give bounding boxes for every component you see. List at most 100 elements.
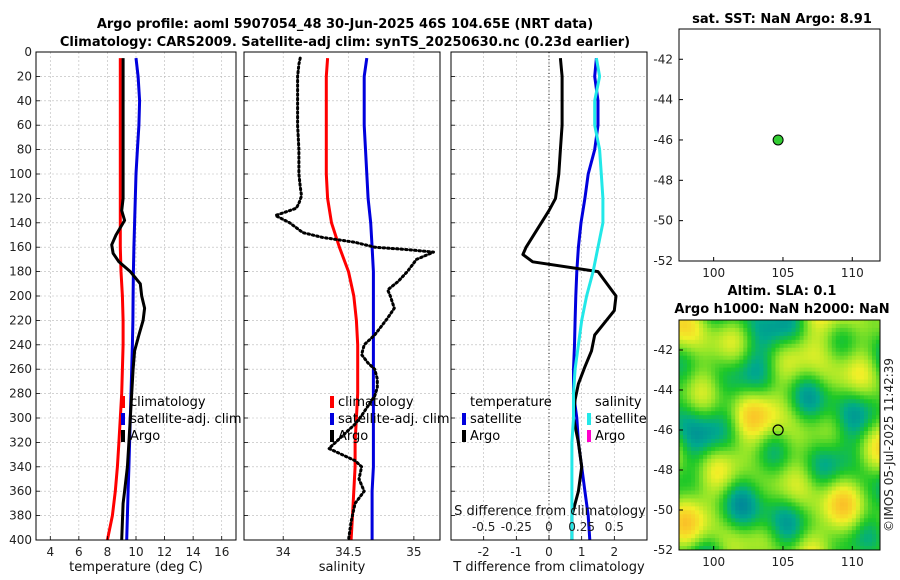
- heatmap-cell: [843, 323, 849, 329]
- heatmap-cell: [715, 391, 720, 396]
- heatmap-cell: [815, 367, 821, 373]
- heatmap-cell: [771, 367, 776, 373]
- heatmap-cell: [783, 466, 789, 472]
- heatmap-cell: [823, 327, 829, 333]
- heatmap-cell: [787, 427, 793, 432]
- heatmap-cell: [743, 474, 748, 480]
- heatmap-cell: [875, 482, 881, 488]
- heatmap-cell: [711, 347, 716, 353]
- heatmap-cell: [683, 458, 688, 464]
- heatmap-cell: [723, 363, 728, 369]
- heatmap-cell: [867, 367, 873, 373]
- heatmap-cell: [807, 478, 813, 484]
- heatmap-cell: [811, 506, 817, 511]
- heatmap-cell: [763, 351, 768, 357]
- heatmap-cell: [819, 522, 825, 527]
- x-tick-label: 10: [128, 545, 143, 559]
- heatmap-cell: [795, 462, 801, 468]
- heatmap-cell: [867, 522, 873, 527]
- heatmap-cell: [859, 343, 865, 349]
- x-tick-label: -1: [510, 545, 522, 559]
- heatmap-cell: [847, 351, 853, 357]
- heatmap-cell: [779, 514, 785, 519]
- heatmap-cell: [775, 383, 780, 388]
- heatmap-cell: [875, 478, 881, 484]
- heatmap-cell: [707, 470, 712, 476]
- heatmap-cell: [807, 323, 813, 329]
- heatmap-cell: [791, 446, 797, 452]
- heatmap-cell: [763, 534, 768, 539]
- heatmap-cell: [835, 490, 841, 495]
- heatmap-cell: [811, 387, 817, 392]
- heatmap-cell: [835, 486, 841, 492]
- heatmap-cell: [819, 530, 825, 535]
- heatmap-cell: [803, 383, 809, 388]
- heatmap-cell: [803, 522, 809, 527]
- heatmap-cell: [855, 355, 861, 361]
- heatmap-cell: [835, 438, 841, 444]
- heatmap-cell: [707, 442, 712, 448]
- x-tick-label: 35: [406, 545, 421, 559]
- figure-title-line2: Climatology: CARS2009. Satellite-adj cli…: [60, 35, 630, 50]
- heatmap-cell: [811, 510, 817, 515]
- heatmap-cell: [859, 375, 865, 380]
- heatmap-cell: [679, 419, 684, 424]
- heatmap-cell: [731, 431, 736, 436]
- heatmap-cell: [715, 478, 720, 484]
- heatmap-cell: [787, 407, 793, 412]
- legend-swatch-t-argo: [462, 430, 466, 442]
- heatmap-cell: [767, 431, 772, 436]
- heatmap-cell: [771, 403, 776, 408]
- heatmap-cell: [739, 355, 744, 361]
- series-line-climatology: [324, 57, 360, 541]
- heatmap-cell: [819, 411, 825, 416]
- heatmap-cell: [695, 466, 700, 472]
- heatmap-cell: [863, 546, 869, 551]
- heatmap-cell: [703, 331, 708, 337]
- heatmap-cell: [683, 327, 688, 333]
- heatmap-cell: [827, 375, 833, 380]
- heatmap-cell: [679, 351, 684, 357]
- heatmap-cell: [679, 367, 684, 373]
- heatmap-cell: [867, 534, 873, 539]
- heatmap-cell: [727, 454, 732, 460]
- heatmap-cell: [835, 446, 841, 452]
- heatmap-cell: [835, 522, 841, 527]
- heatmap-cell: [827, 526, 833, 531]
- heatmap-cell: [855, 339, 861, 345]
- heatmap-cell: [863, 470, 869, 476]
- heatmap-cell: [723, 399, 728, 404]
- heatmap-cell: [843, 387, 849, 392]
- heatmap-cell: [847, 399, 853, 404]
- heatmap-cell: [819, 375, 825, 380]
- heatmap-cell: [835, 442, 841, 448]
- heatmap-cell: [851, 351, 857, 357]
- heatmap-cell: [727, 506, 732, 511]
- heatmap-cell: [811, 514, 817, 519]
- heatmap-cell: [783, 407, 789, 412]
- heatmap-cell: [779, 327, 785, 333]
- heatmap-cell: [699, 478, 704, 484]
- heatmap-cell: [799, 486, 805, 492]
- heatmap-cell: [855, 323, 861, 329]
- heatmap-cell: [747, 466, 752, 472]
- heatmap-cell: [763, 415, 768, 420]
- heatmap-cell: [739, 351, 744, 357]
- heatmap-cell: [799, 454, 805, 460]
- heatmap-cell: [711, 542, 716, 547]
- heatmap-cell: [695, 423, 700, 428]
- heatmap-cell: [763, 474, 768, 480]
- heatmap-cell: [799, 490, 805, 495]
- heatmap-cell: [771, 482, 776, 488]
- heatmap-cell: [815, 546, 821, 551]
- heatmap-cell: [787, 530, 793, 535]
- heatmap-cell: [847, 320, 853, 325]
- heatmap-cell: [775, 450, 780, 456]
- y-tick-label: 240: [9, 338, 32, 352]
- heatmap-cell: [807, 375, 813, 380]
- heatmap-cell: [767, 343, 772, 349]
- heatmap-cell: [795, 371, 801, 377]
- heatmap-cell: [791, 442, 797, 448]
- heatmap-cell: [823, 510, 829, 515]
- heatmap-cell: [787, 395, 793, 400]
